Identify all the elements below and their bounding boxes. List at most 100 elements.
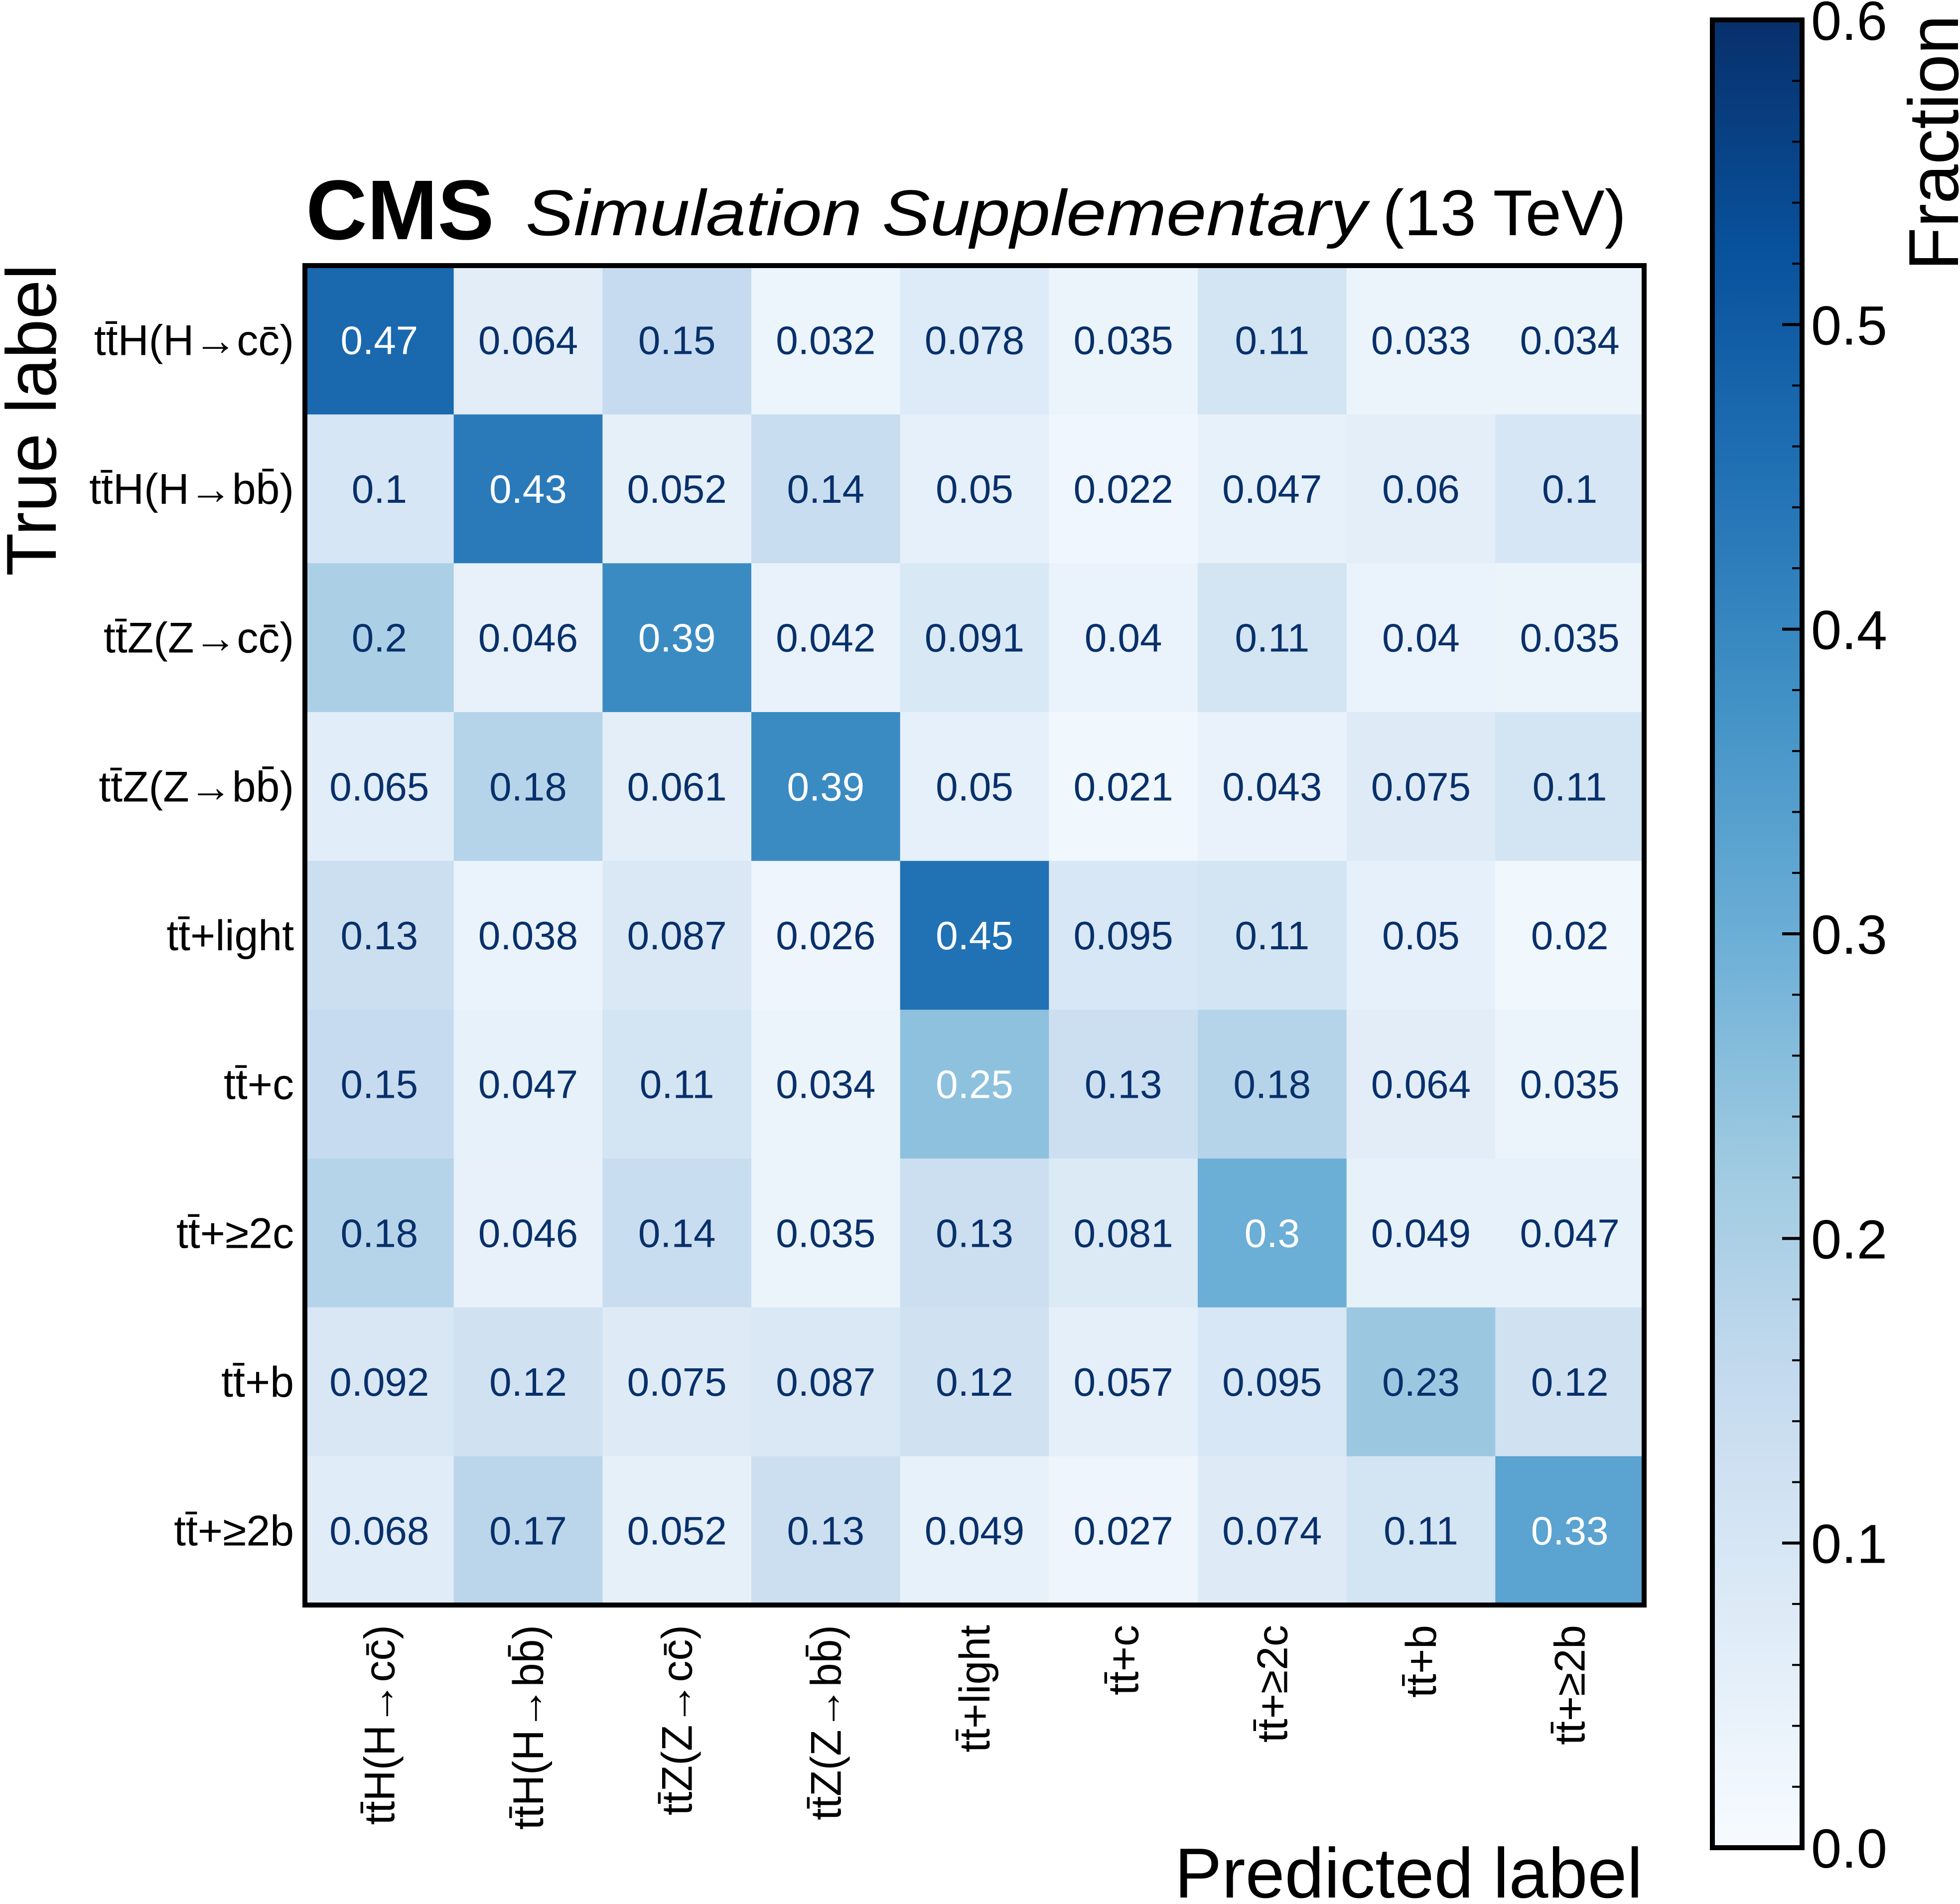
cell-value-label: 0.021 — [1074, 764, 1173, 809]
title-energy: (13 TeV) — [1383, 176, 1626, 249]
title-experiment: CMS — [306, 163, 494, 258]
heatmap-cell — [1346, 1307, 1496, 1457]
heatmap-cell — [1346, 1456, 1496, 1606]
cell-value-label: 0.05 — [936, 764, 1013, 809]
cell-value-label: 0.052 — [627, 467, 727, 511]
cell-value-label: 0.15 — [638, 318, 716, 362]
heatmap-cell — [1198, 414, 1347, 564]
heatmap-cell — [1346, 712, 1496, 862]
cell-value-label: 0.13 — [340, 913, 418, 958]
cell-value-label: 0.033 — [1371, 318, 1471, 362]
heatmap-cell — [453, 266, 603, 415]
heatmap-cell — [602, 266, 752, 415]
x-tick-label: tt̄+≥2b — [1546, 1625, 1594, 1745]
cell-value-label: 0.04 — [1382, 616, 1460, 660]
x-tick-label: tt̄+≥2c — [1249, 1625, 1296, 1743]
colorbar-tick-label: 0.2 — [1811, 1209, 1887, 1270]
heatmap-cell — [751, 712, 901, 862]
cell-value-label: 0.046 — [478, 1211, 578, 1255]
cell-value-label: 0.068 — [329, 1509, 429, 1553]
y-tick-label: tt̄+≥2c — [176, 1209, 294, 1257]
cell-value-label: 0.091 — [925, 616, 1024, 660]
cell-value-label: 0.11 — [1533, 764, 1607, 809]
heatmap-cell — [1495, 712, 1645, 862]
heatmap-cell — [751, 861, 901, 1010]
heatmap-cell — [602, 1307, 752, 1457]
y-tick-labels: tt̄H(H→cc̄) tt̄H(H→bb̄) tt̄Z(Z→cc̄) tt̄Z(Z→… — [89, 316, 294, 1555]
heatmap-cell — [1495, 414, 1645, 564]
heatmap-cell — [751, 1307, 901, 1457]
heatmap-cell — [1049, 1159, 1198, 1308]
cell-value-label: 0.049 — [1371, 1211, 1471, 1255]
y-tick-label: tt̄H(H→cc̄) — [94, 316, 294, 364]
x-tick-label: tt̄H(H→cc̄) — [356, 1625, 404, 1825]
cell-value-label: 0.45 — [936, 913, 1013, 958]
heatmap-cell — [1346, 1010, 1496, 1159]
heatmap-cell — [1049, 1456, 1198, 1606]
heatmap-cell — [1198, 1159, 1347, 1308]
heatmap-cell — [751, 1010, 901, 1159]
heatmap-cell — [1495, 563, 1645, 713]
x-tick-label: tt̄+c — [1100, 1625, 1148, 1695]
heatmap-cell — [602, 414, 752, 564]
cell-value-label: 0.074 — [1222, 1509, 1322, 1553]
y-tick-label: tt̄+b — [221, 1358, 294, 1406]
title-qualifier: Simulation Supplementary — [526, 176, 1371, 249]
heatmap-cell — [305, 414, 454, 564]
cell-value-label: 0.065 — [329, 764, 429, 809]
heatmap-cell — [1198, 266, 1347, 415]
cell-value-label: 0.12 — [1531, 1360, 1609, 1404]
heatmap-cell — [602, 563, 752, 713]
cell-value-label: 0.25 — [936, 1062, 1013, 1107]
cell-value-label: 0.075 — [1371, 764, 1471, 809]
cell-value-label: 0.046 — [478, 616, 578, 660]
x-axis-label: Predicted label — [1175, 1834, 1643, 1902]
colorbar-tick-label: 0.1 — [1811, 1514, 1887, 1575]
heatmap-cell — [602, 861, 752, 1010]
cell-value-label: 0.04 — [1085, 616, 1162, 660]
cell-value-label: 0.052 — [627, 1509, 727, 1553]
colorbar-label: Fraction — [1894, 15, 1960, 271]
heatmap-cell — [1346, 563, 1496, 713]
heatmap-cells — [305, 266, 1645, 1606]
cell-value-label: 0.095 — [1074, 913, 1173, 958]
heatmap-cell — [305, 563, 454, 713]
y-axis-label: True label — [0, 264, 71, 576]
cell-value-label: 0.026 — [776, 913, 875, 958]
cell-value-label: 0.18 — [1233, 1062, 1311, 1107]
heatmap-cell — [1346, 1159, 1496, 1308]
heatmap-cell — [751, 563, 901, 713]
heatmap-cell — [1346, 266, 1496, 415]
colorbar-tick-label: 0.6 — [1811, 0, 1887, 52]
colorbar-tick-label: 0.5 — [1811, 295, 1887, 356]
cell-value-label: 0.17 — [489, 1509, 567, 1553]
heatmap-cell — [1495, 1307, 1645, 1457]
cell-value-label: 0.06 — [1382, 467, 1460, 511]
cell-value-label: 0.05 — [936, 467, 1013, 511]
cell-value-label: 0.092 — [329, 1360, 429, 1404]
cell-value-label: 0.18 — [489, 764, 567, 809]
cell-value-label: 0.13 — [936, 1211, 1013, 1255]
heatmap-cell — [900, 1307, 1049, 1457]
cell-value-label: 0.075 — [627, 1360, 727, 1404]
heatmap-cell — [1495, 1010, 1645, 1159]
heatmap-cell — [1495, 1456, 1645, 1606]
heatmap-cell — [1198, 563, 1347, 713]
heatmap-cell — [900, 414, 1049, 564]
y-tick-label: tt̄+c — [224, 1061, 294, 1109]
cell-value-label: 0.11 — [1235, 616, 1309, 660]
cell-value-label: 0.13 — [1085, 1062, 1162, 1107]
cell-value-label: 0.081 — [1074, 1211, 1173, 1255]
cell-value-labels: 0.47 0.064 0.15 0.032 0.078 0.035 0.11 0.033 0.0… — [329, 318, 1620, 1553]
cell-value-label: 0.047 — [478, 1062, 578, 1107]
cell-value-label: 0.047 — [1520, 1211, 1620, 1255]
heatmap-cell — [453, 1010, 603, 1159]
cell-value-label: 0.035 — [1520, 616, 1620, 660]
heatmap-cell — [602, 1010, 752, 1159]
cell-value-label: 0.39 — [787, 764, 864, 809]
cell-value-label: 0.47 — [340, 318, 418, 362]
heatmap-cell — [305, 1010, 454, 1159]
cell-value-label: 0.035 — [1074, 318, 1173, 362]
x-tick-labels: tt̄H(H→cc̄) tt̄H(H→bb̄) tt̄Z(Z→cc̄) tt̄Z(Z→… — [356, 1625, 1594, 1830]
